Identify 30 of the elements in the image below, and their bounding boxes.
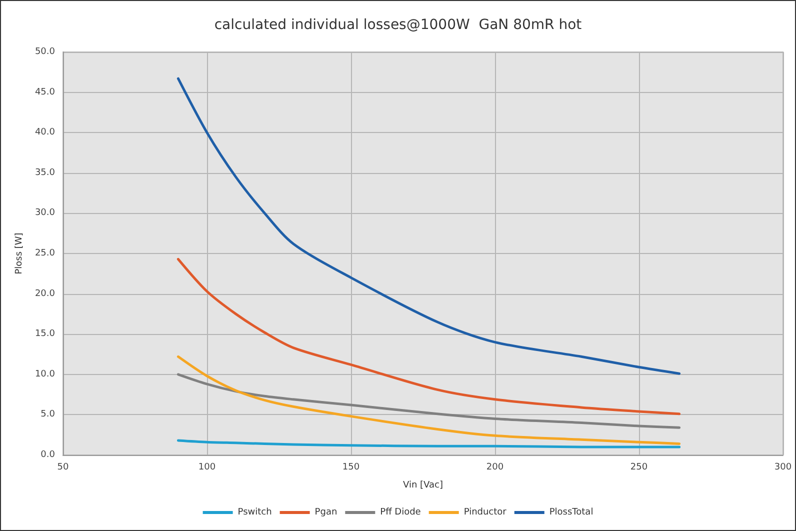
- y-tick-label: 50.0: [34, 47, 56, 57]
- y-tick-label: 40.0: [34, 128, 56, 138]
- y-tick-label: 15.0: [34, 329, 56, 340]
- legend-label: Pinductor: [464, 508, 507, 518]
- legend-label: Pgan: [314, 508, 338, 518]
- chart-title: calculated individual losses@1000W GaN 80mR hot: [214, 17, 582, 33]
- x-tick-label: 150: [342, 462, 360, 472]
- line-series: [176, 77, 681, 375]
- line-series: [176, 258, 681, 416]
- y-axis-title: Ploss [W]: [14, 232, 25, 274]
- x-tick-label: 250: [630, 462, 648, 472]
- y-tick-label: 30.0: [34, 208, 56, 218]
- line-series: [176, 373, 681, 429]
- x-tick-label: 300: [774, 462, 792, 472]
- x-tick-label: 50: [57, 462, 69, 472]
- y-tick-label: 5.0: [40, 410, 56, 420]
- legend-label: PlossTotal: [549, 508, 594, 518]
- y-tick-label: 10.0: [34, 369, 56, 380]
- x-tick-label: 200: [486, 462, 504, 472]
- line-series: [176, 439, 681, 448]
- legend-label: Pff Diode: [380, 508, 422, 518]
- legend-label: Pswitch: [238, 508, 272, 518]
- x-tick-label: 100: [198, 462, 216, 472]
- y-tick-label: 35.0: [34, 168, 56, 178]
- y-tick-label: 0.0: [40, 450, 56, 460]
- y-tick-label: 25.0: [34, 248, 56, 258]
- line-series: [176, 355, 681, 445]
- y-tick-label: 45.0: [34, 87, 56, 98]
- x-axis-title: Vin [Vac]: [403, 480, 443, 490]
- y-tick-label: 20.0: [34, 288, 56, 299]
